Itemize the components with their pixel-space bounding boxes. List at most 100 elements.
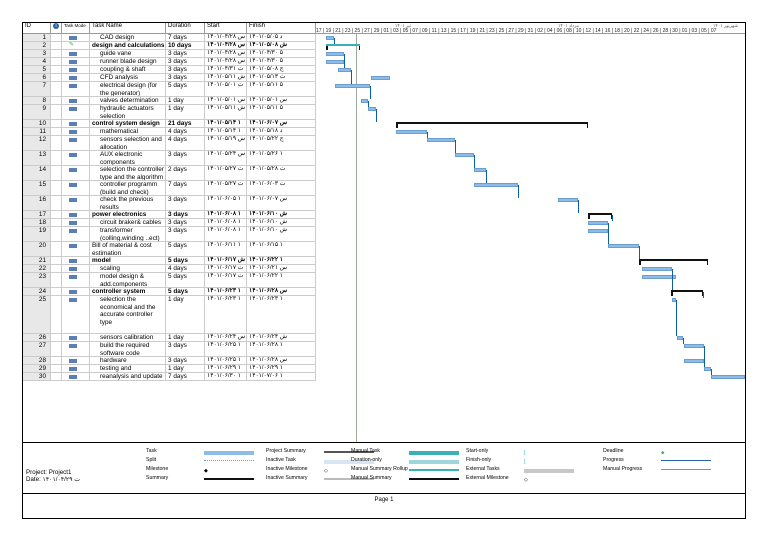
- task-start[interactable]: ۱۴۰۱/۰۶/۲۳ ۱: [205, 288, 247, 295]
- col-header-info[interactable]: i: [51, 23, 62, 34]
- task-mode-cell[interactable]: [62, 166, 90, 180]
- task-mode-cell[interactable]: [62, 66, 90, 73]
- task-name[interactable]: controller programm (build and check): [90, 181, 166, 195]
- task-duration[interactable]: 4 days: [166, 128, 205, 135]
- task-bar[interactable]: [588, 229, 608, 233]
- task-start[interactable]: س ۱۴۰۱/۰۴/۲۸: [207, 58, 247, 65]
- task-finish[interactable]: ۱۴۰۱/۰۶/۲۲ ۱: [247, 257, 316, 264]
- task-finish[interactable]: ۱۴۰۱/۰۵/۱۱ ۵: [247, 105, 316, 119]
- task-row[interactable]: 12 sensors selection and allocation 4 days…: [23, 136, 316, 151]
- task-start[interactable]: ۱۴۰۱/۰۶/۱۷ ت: [205, 265, 247, 272]
- task-duration[interactable]: 5 days: [166, 273, 205, 287]
- task-start[interactable]: ۱۴۰۱/۰۵/۲۷ ت: [205, 181, 247, 195]
- task-mode-cell[interactable]: [62, 265, 90, 272]
- task-duration[interactable]: 4 days: [166, 265, 205, 272]
- task-mode-cell[interactable]: [62, 296, 90, 333]
- task-bar[interactable]: [326, 60, 344, 64]
- col-header-start[interactable]: Start: [205, 23, 247, 34]
- task-start[interactable]: ۱۴۰۱/۰۶/۲۵ ۱: [205, 357, 247, 364]
- task-bar[interactable]: [684, 344, 704, 348]
- task-finish[interactable]: ۱۴۰۱/۰۵/۱۸ د: [247, 128, 316, 135]
- task-start[interactable]: س ۱۴۰۱/۰۴/۲۸: [207, 42, 247, 49]
- task-finish[interactable]: ۱۴۰۱/۰۵/۰۸ ش: [247, 42, 316, 49]
- task-bar[interactable]: [368, 107, 376, 111]
- task-row[interactable]: 26 sensors calibration 1 day ۱۴۰۱/۰۶/۲۴ س ۱۴…: [23, 334, 316, 342]
- task-duration[interactable]: 4 days: [166, 136, 205, 150]
- task-mode-cell[interactable]: [62, 273, 90, 287]
- task-mode-cell[interactable]: [62, 82, 90, 96]
- task-mode-cell[interactable]: [62, 357, 90, 364]
- task-finish[interactable]: ۱۴۰۱/۰۶/۱۰ ش: [247, 219, 316, 226]
- col-header-task-name[interactable]: Task Name: [90, 23, 166, 34]
- task-bar[interactable]: [455, 153, 474, 157]
- task-start[interactable]: ۱۴۰۱/۰۶/۰۸ ۱: [205, 219, 247, 226]
- task-duration[interactable]: 5 days: [166, 82, 205, 96]
- task-row[interactable]: 18 circuit braker& cables 3 days ۱۴۰۱/۰۶/۰۸…: [23, 219, 316, 227]
- task-mode-cell[interactable]: [62, 288, 90, 295]
- col-header-task-mode[interactable]: Task Mode: [62, 23, 90, 34]
- task-mode-cell[interactable]: [62, 58, 90, 65]
- task-name[interactable]: AUX electronic components: [90, 151, 166, 165]
- task-mode-cell[interactable]: [62, 211, 90, 218]
- task-bar[interactable]: [642, 267, 672, 271]
- task-bar[interactable]: [608, 244, 639, 248]
- task-start[interactable]: ۱۴۰۱/۰۶/۱۷ ت: [205, 273, 247, 287]
- task-mode-cell[interactable]: [62, 120, 90, 127]
- task-start[interactable]: ۱۴۰۱/۰۶/۲۹ ۱: [205, 365, 247, 372]
- task-start[interactable]: ۱۴۰۱/۰۵/۱۴ ۱: [205, 120, 247, 127]
- task-row[interactable]: 21 model 5 days ۱۴۰۱/۰۶/۱۷ ش ۱۴۰۱/۰۶/۲۲ ۱: [23, 257, 316, 265]
- task-duration[interactable]: 5 days: [166, 288, 205, 295]
- task-row[interactable]: 4 runner blade design 3 days س ۱۴۰۱/۰۴/۲۸ ۱۴…: [23, 58, 316, 66]
- task-row[interactable]: 7 electrical design (for the generator) 5 …: [23, 82, 316, 97]
- task-bar[interactable]: [672, 298, 676, 302]
- task-name[interactable]: CAD design: [90, 34, 166, 41]
- task-row[interactable]: 25 selection the economical and the accur…: [23, 296, 316, 334]
- task-finish[interactable]: ۱۴۰۱/۰۷/۰۶ ۱: [247, 373, 316, 380]
- task-mode-cell[interactable]: [62, 227, 90, 241]
- task-start[interactable]: ۱۴۰۱/۰۶/۲۵ ۱: [205, 342, 247, 356]
- task-bar[interactable]: [558, 198, 578, 202]
- task-duration[interactable]: 7 days: [166, 181, 205, 195]
- task-bar[interactable]: [677, 336, 683, 340]
- task-bar[interactable]: [361, 99, 368, 103]
- task-mode-cell[interactable]: [62, 242, 90, 256]
- task-finish[interactable]: ۱۴۰۱/۰۶/۰۷ س: [247, 120, 316, 127]
- task-duration[interactable]: 10 days: [166, 42, 205, 49]
- task-mode-cell[interactable]: [62, 128, 90, 135]
- task-bar[interactable]: [684, 359, 704, 363]
- task-bar[interactable]: [338, 68, 351, 72]
- task-bar[interactable]: [326, 36, 334, 40]
- task-mode-cell[interactable]: [62, 97, 90, 104]
- task-mode-cell[interactable]: [62, 136, 90, 150]
- task-duration[interactable]: 3 days: [166, 58, 205, 65]
- task-duration[interactable]: 3 days: [166, 66, 205, 73]
- task-finish[interactable]: ۱۴۰۱/۰۶/۲۱ س: [247, 265, 316, 272]
- task-mode-cell[interactable]: [62, 342, 90, 356]
- task-finish[interactable]: ۱۴۰۱/۰۵/۲۸ ت: [247, 166, 316, 180]
- task-finish[interactable]: ۱۴۰۱/۰۶/۲۸ س: [247, 288, 316, 295]
- task-row[interactable]: 23 model design & add.components 5 days ۱۴۰…: [23, 273, 316, 288]
- task-duration[interactable]: 1 day: [166, 365, 205, 372]
- task-start[interactable]: س ۱۴۰۱/۰۵/۲۴: [205, 151, 247, 165]
- task-name[interactable]: sensors selection and allocation: [90, 136, 166, 150]
- task-finish[interactable]: ۱۴۰۱/۰۶/۲۸ ۱: [247, 342, 316, 356]
- task-row[interactable]: 8 valves determination 1 day س ۱۴۰۱/۰۵/۰۱ ۱۴…: [23, 97, 316, 105]
- task-row[interactable]: 14 selection the controller type and the …: [23, 166, 316, 181]
- task-duration[interactable]: 1 day: [166, 296, 205, 333]
- task-mode-cell[interactable]: [62, 334, 90, 341]
- task-start[interactable]: س ۱۴۰۱/۰۵/۰۱: [207, 97, 247, 104]
- task-name[interactable]: valves determination: [90, 97, 166, 104]
- task-name[interactable]: circuit braker& cables: [90, 219, 166, 226]
- task-row[interactable]: 16 check the previous results 3 days ۱۴۰۱/۰…: [23, 196, 316, 211]
- task-start[interactable]: ۱۴۰۱/۰۵/۱۱ ش: [205, 105, 247, 119]
- task-bar[interactable]: [704, 367, 711, 371]
- task-name[interactable]: testing and optimization: [90, 365, 166, 372]
- task-duration[interactable]: 7 days: [166, 373, 205, 380]
- task-name[interactable]: power electronics design: [90, 211, 166, 218]
- task-start[interactable]: س ۱۴۰۱/۰۵/۱۹: [205, 136, 247, 150]
- summary-bar[interactable]: [671, 290, 703, 296]
- task-row[interactable]: 2 ✎ design and calculations 10 days س ۱۴۰۱/۰…: [23, 42, 316, 50]
